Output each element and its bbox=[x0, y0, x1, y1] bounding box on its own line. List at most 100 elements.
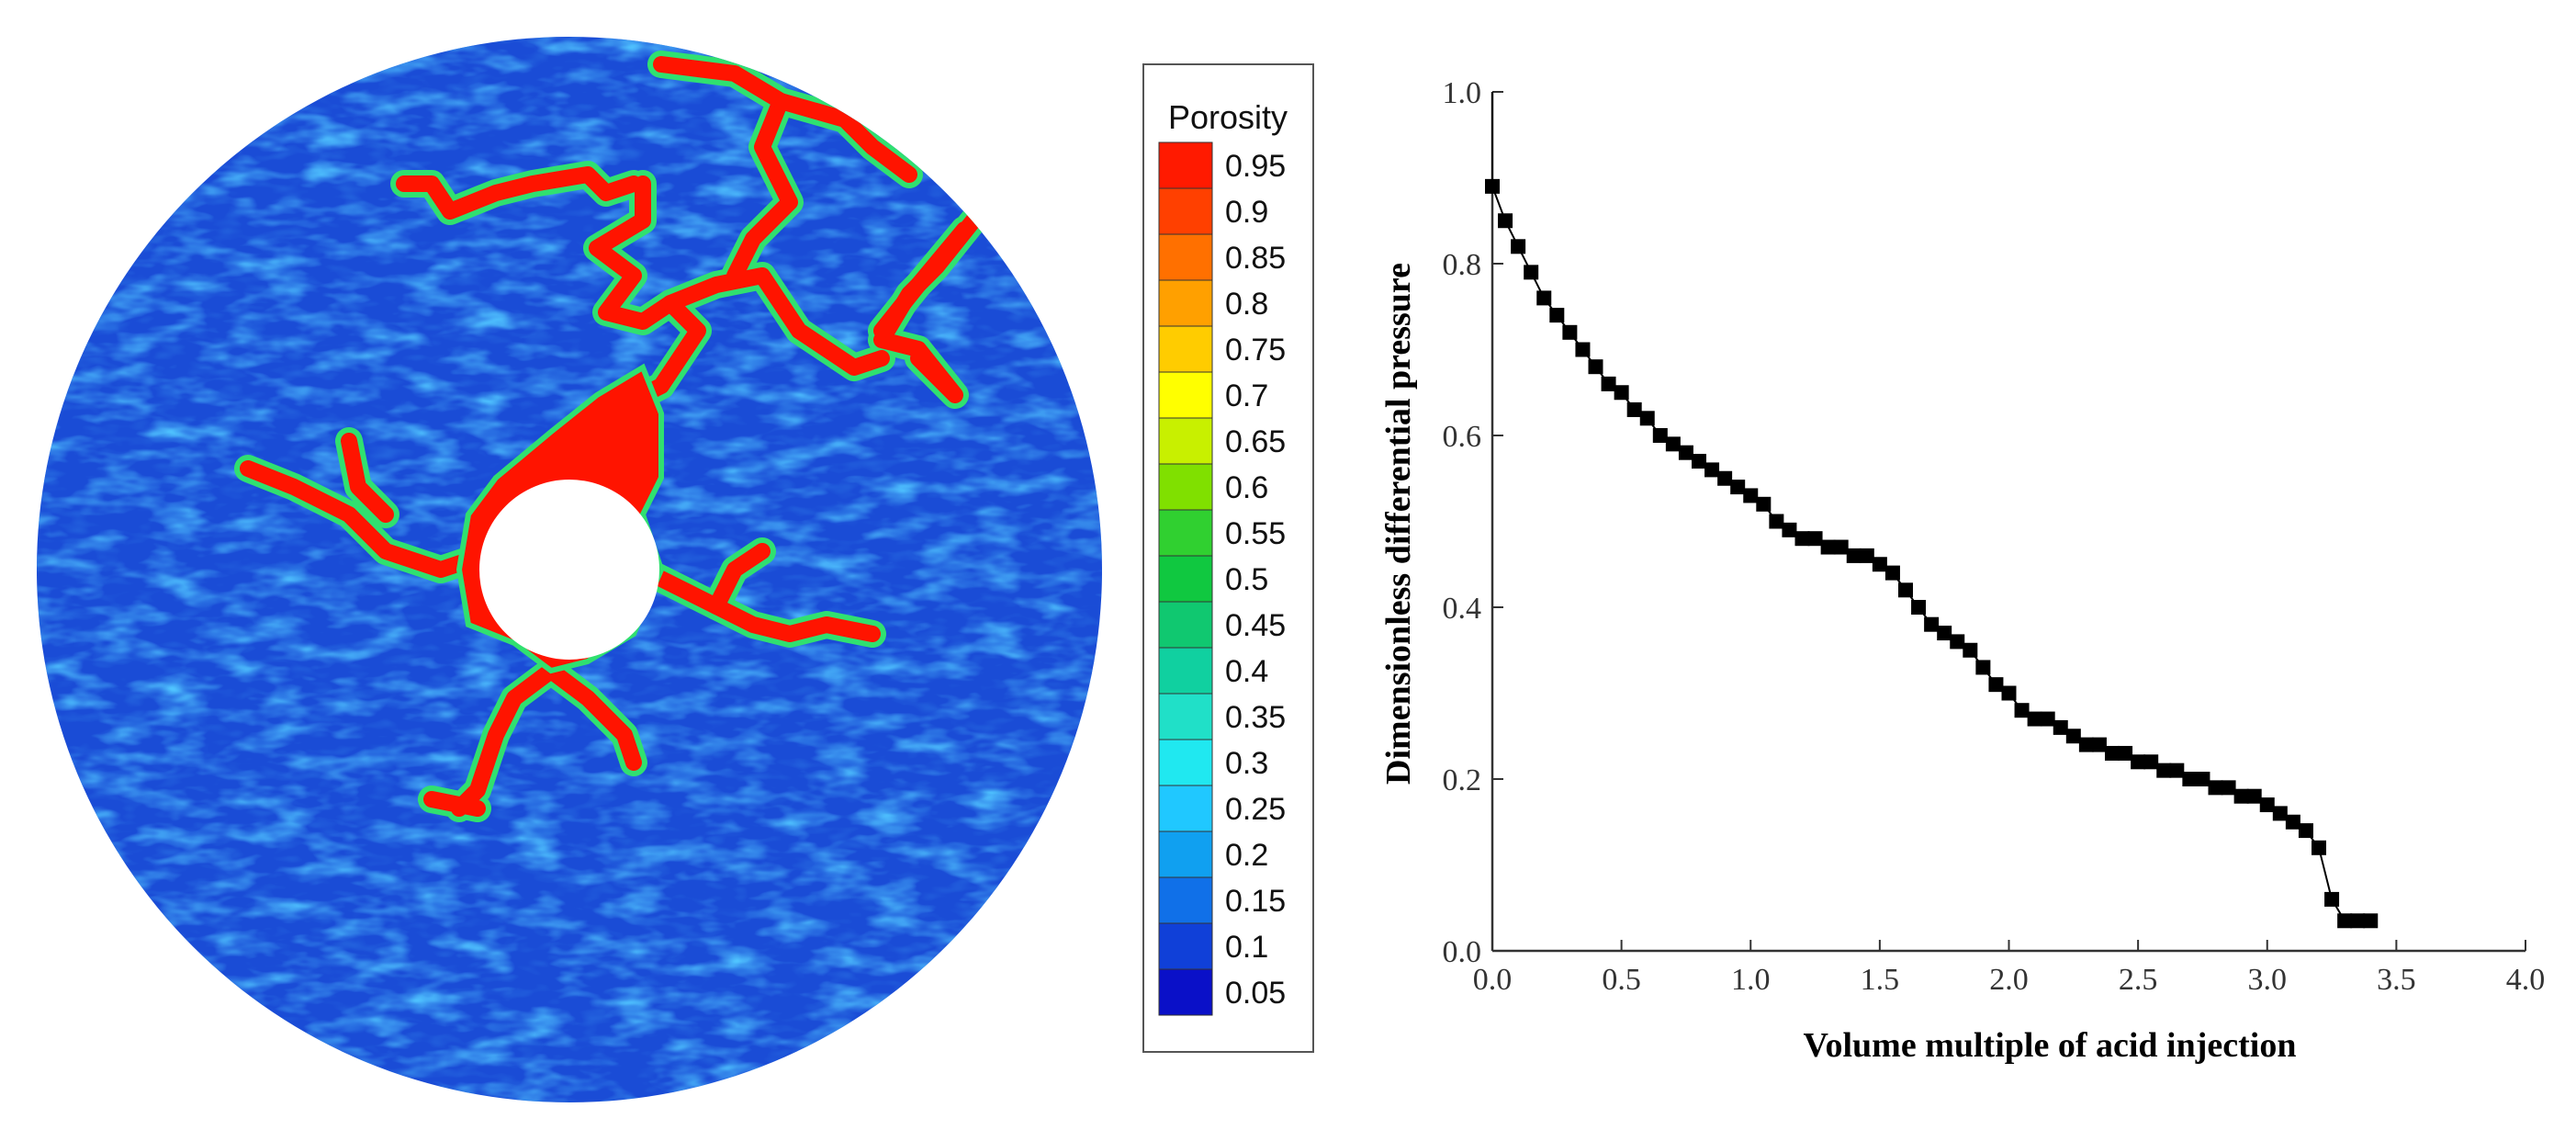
legend-swatch bbox=[1158, 325, 1213, 373]
legend-label: 0.8 bbox=[1225, 287, 1268, 322]
data-point bbox=[1859, 548, 1874, 563]
data-series bbox=[1485, 92, 2379, 929]
legend-label: 0.15 bbox=[1225, 884, 1286, 919]
data-point bbox=[1884, 565, 1900, 581]
data-point bbox=[2027, 711, 2042, 727]
data-point bbox=[1898, 582, 1913, 598]
data-point bbox=[2143, 754, 2159, 770]
legend-swatch bbox=[1158, 187, 1213, 235]
data-point bbox=[2195, 772, 2210, 786]
data-point bbox=[2040, 711, 2055, 727]
legend-title: Porosity bbox=[1168, 98, 1288, 136]
chart-axes: 0.0 0.5 1.0 1.5 2.0 2.5 3.0 3.5 4.0 0.0 0.2 0.4 0.6 0… bbox=[1443, 76, 2546, 997]
data-point bbox=[1950, 634, 1965, 650]
data-point bbox=[2312, 840, 2326, 855]
data-point bbox=[1652, 428, 1668, 443]
y-tick-label: 0.4 bbox=[1443, 592, 1482, 626]
legend-swatch bbox=[1158, 693, 1213, 740]
legend-label: 0.9 bbox=[1225, 195, 1268, 230]
legend-swatch bbox=[1158, 647, 1213, 695]
legend-label: 0.65 bbox=[1225, 424, 1286, 459]
data-point bbox=[1975, 660, 1991, 675]
data-point bbox=[1692, 454, 1706, 469]
data-point bbox=[2014, 703, 2030, 718]
x-axis-title: Volume multiple of acid injection bbox=[1804, 1026, 2297, 1065]
data-point bbox=[2065, 729, 2081, 744]
legend-label: 0.1 bbox=[1225, 930, 1268, 965]
data-point bbox=[1536, 290, 1552, 306]
data-point bbox=[2118, 745, 2133, 761]
legend-swatch bbox=[1158, 555, 1213, 603]
legend-swatch bbox=[1158, 785, 1213, 832]
data-point bbox=[1717, 470, 1733, 486]
data-point bbox=[1704, 462, 1720, 478]
data-point bbox=[1678, 445, 1693, 460]
x-tick-label: 4.0 bbox=[2506, 963, 2546, 997]
data-point bbox=[1846, 548, 1862, 563]
legend-label: 0.35 bbox=[1225, 700, 1286, 735]
data-point bbox=[1665, 436, 1681, 452]
data-point bbox=[1511, 239, 1526, 254]
x-tick-label: 0.5 bbox=[1602, 963, 1641, 997]
porosity-map bbox=[37, 37, 1102, 1102]
data-point bbox=[2259, 797, 2275, 813]
data-point bbox=[2350, 913, 2366, 929]
data-point bbox=[2221, 780, 2236, 796]
data-point bbox=[2182, 772, 2198, 786]
legend-label: 0.2 bbox=[1225, 838, 1268, 873]
data-point bbox=[1614, 385, 1629, 401]
legend-swatch bbox=[1158, 141, 1213, 189]
data-point bbox=[1730, 480, 1746, 495]
y-tick-label: 0.8 bbox=[1443, 248, 1482, 282]
x-tick-label: 0.0 bbox=[1473, 963, 1513, 997]
data-point bbox=[1549, 308, 1565, 323]
data-point bbox=[2272, 806, 2288, 821]
legend-swatch bbox=[1158, 509, 1213, 557]
legend-label: 0.6 bbox=[1225, 470, 1268, 505]
legend-label: 0.3 bbox=[1225, 746, 1268, 781]
pressure-chart: 0.0 0.5 1.0 1.5 2.0 2.5 3.0 3.5 4.0 0.0 0.2 0.4 0.6 0… bbox=[1379, 76, 2545, 1065]
legend-label: 0.85 bbox=[1225, 241, 1286, 276]
data-point bbox=[1601, 376, 1616, 391]
data-point bbox=[1937, 626, 1952, 641]
y-axis-title: Dimensionless differential pressure bbox=[1379, 263, 1418, 785]
data-point bbox=[2131, 754, 2146, 770]
legend-label: 0.75 bbox=[1225, 333, 1286, 367]
data-point bbox=[1911, 600, 1927, 615]
y-tick-label: 1.0 bbox=[1443, 76, 1482, 110]
data-point bbox=[1988, 677, 2004, 693]
data-point bbox=[1924, 616, 1940, 632]
data-point bbox=[1498, 213, 1513, 229]
legend-swatch bbox=[1158, 233, 1213, 281]
data-point bbox=[2246, 788, 2262, 804]
x-tick-label: 2.0 bbox=[1989, 963, 2029, 997]
x-tick-label: 2.5 bbox=[2119, 963, 2158, 997]
legend-swatch bbox=[1158, 922, 1213, 970]
data-point bbox=[1575, 342, 1591, 357]
data-point bbox=[1807, 531, 1823, 547]
y-tick-label: 0.6 bbox=[1443, 420, 1482, 454]
data-point bbox=[1588, 359, 1603, 375]
data-point bbox=[2363, 913, 2379, 929]
data-point bbox=[2001, 685, 2017, 701]
legend-label: 0.45 bbox=[1225, 608, 1286, 643]
legend-label: 0.5 bbox=[1225, 562, 1268, 597]
data-point bbox=[2169, 763, 2185, 778]
porosity-legend: Porosity 0.95 0.9 0.85 0.8 0.75 0.7 0.65 0.6 0.5… bbox=[1142, 63, 1314, 1053]
legend-swatch bbox=[1158, 968, 1213, 1016]
legend-label: 0.95 bbox=[1225, 149, 1286, 184]
data-point bbox=[2285, 814, 2300, 830]
y-tick-label: 0.2 bbox=[1443, 763, 1482, 797]
legend-swatch bbox=[1158, 371, 1213, 419]
legend-swatch bbox=[1158, 279, 1213, 327]
legend-label: 0.4 bbox=[1225, 654, 1268, 689]
legend-swatch bbox=[1158, 463, 1213, 511]
data-point bbox=[2324, 891, 2340, 907]
data-point bbox=[2053, 719, 2068, 735]
data-point bbox=[1485, 178, 1500, 194]
wellbore bbox=[479, 480, 659, 660]
data-point bbox=[1963, 642, 1978, 658]
data-point bbox=[1820, 539, 1836, 555]
legend-swatch bbox=[1158, 831, 1213, 878]
y-tick-label: 0.0 bbox=[1443, 935, 1482, 969]
